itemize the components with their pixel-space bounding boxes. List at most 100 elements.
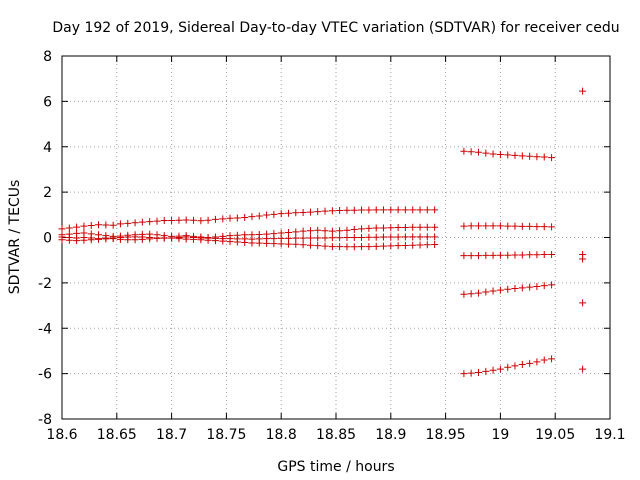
data-point <box>270 240 278 248</box>
data-point <box>328 243 336 251</box>
data-point <box>343 234 351 241</box>
data-point <box>299 209 307 217</box>
data-point <box>533 251 541 259</box>
data-point <box>460 252 468 260</box>
data-point <box>474 148 482 156</box>
data-point <box>73 223 81 231</box>
data-point <box>518 284 526 292</box>
data-point <box>496 150 504 158</box>
x-tick-label: 18.6 <box>46 427 77 443</box>
data-point <box>314 242 322 250</box>
data-point <box>387 206 395 214</box>
data-point <box>372 206 380 214</box>
data-point <box>175 235 183 243</box>
data-point <box>474 289 482 297</box>
data-point <box>233 238 241 246</box>
data-point <box>241 238 249 246</box>
data-point <box>153 234 161 242</box>
data-point <box>277 240 285 248</box>
data-point <box>540 223 548 231</box>
data-point <box>285 229 293 237</box>
data-point <box>270 210 278 218</box>
data-point <box>146 218 154 226</box>
data-point <box>518 152 526 160</box>
data-point <box>526 251 534 259</box>
data-point <box>350 206 358 214</box>
data-point <box>343 206 351 214</box>
data-point <box>548 251 556 259</box>
data-point <box>87 221 95 229</box>
data-point <box>321 234 329 242</box>
data-point <box>526 283 534 291</box>
data-point <box>131 236 139 244</box>
data-point <box>526 152 534 160</box>
data-point <box>431 206 439 214</box>
data-point <box>489 366 497 374</box>
data-point <box>467 252 475 260</box>
data-point <box>511 151 519 159</box>
data-point <box>489 222 497 230</box>
data-point <box>197 236 205 244</box>
data-point <box>138 235 146 243</box>
data-point <box>219 237 227 245</box>
data-point <box>146 235 154 243</box>
data-point <box>401 241 409 249</box>
data-point <box>467 290 475 298</box>
data-point <box>343 226 351 234</box>
data-point <box>379 206 387 214</box>
grid-lines <box>62 56 610 419</box>
data-point <box>409 241 417 249</box>
chart-title: Day 192 of 2019, Sidereal Day-to-day VTE… <box>52 20 619 36</box>
y-tick-label: 4 <box>43 140 52 156</box>
data-point <box>474 368 482 376</box>
data-point <box>314 226 322 234</box>
series-s5 <box>460 87 587 162</box>
data-point <box>306 234 314 242</box>
data-point <box>372 242 380 250</box>
data-point <box>80 222 88 230</box>
data-point <box>321 242 329 250</box>
data-point <box>496 365 504 373</box>
data-point <box>65 236 73 244</box>
data-point <box>579 299 587 307</box>
data-point <box>460 147 468 155</box>
series-s7 <box>460 251 587 263</box>
data-point <box>579 365 587 373</box>
data-point <box>504 222 512 230</box>
data-point <box>328 207 336 215</box>
data-point <box>263 211 271 219</box>
y-tick-label: 2 <box>43 185 52 201</box>
data-point <box>190 216 198 224</box>
y-tick-label: -8 <box>38 412 52 428</box>
data-point <box>504 251 512 259</box>
data-point <box>358 234 366 241</box>
data-point <box>328 227 336 235</box>
series-s3 <box>58 233 439 243</box>
data-point <box>467 369 475 377</box>
x-tick-label: 18.9 <box>375 427 406 443</box>
data-point <box>416 223 424 231</box>
data-point <box>518 222 526 230</box>
data-point <box>460 222 468 230</box>
data-point <box>372 233 380 241</box>
data-point <box>416 206 424 214</box>
data-point <box>416 233 424 241</box>
data-point <box>489 287 497 295</box>
data-point <box>533 358 541 366</box>
data-point <box>548 223 556 231</box>
data-point <box>263 239 271 247</box>
data-point <box>387 224 395 232</box>
data-point <box>431 233 439 241</box>
data-point <box>540 356 548 364</box>
data-point <box>109 235 117 243</box>
data-point <box>496 286 504 294</box>
data-point <box>387 242 395 250</box>
data-point <box>168 234 176 242</box>
data-point <box>226 238 234 246</box>
data-point <box>409 233 417 241</box>
data-point <box>504 363 512 371</box>
data-point <box>372 224 380 232</box>
data-points <box>58 87 587 378</box>
data-point <box>116 235 124 243</box>
data-point <box>365 224 373 232</box>
